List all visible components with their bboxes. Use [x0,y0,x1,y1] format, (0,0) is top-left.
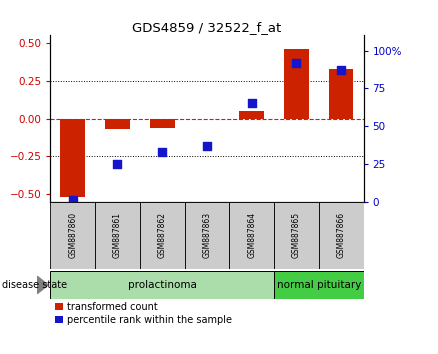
Text: GSM887866: GSM887866 [337,212,346,258]
Bar [150,119,174,128]
Text: GSM887860: GSM887860 [68,212,77,258]
Legend: transformed count, percentile rank within the sample: transformed count, percentile rank withi… [55,302,232,325]
Text: GSM887861: GSM887861 [113,212,122,258]
Bar [140,202,184,269]
Title: GDS4859 / 32522_f_at: GDS4859 / 32522_f_at [132,21,282,34]
Bar [105,119,130,129]
Bar [95,202,140,269]
Point [338,67,345,73]
Text: GSM887865: GSM887865 [292,212,301,258]
Polygon shape [37,276,48,294]
Bar [319,202,364,269]
Bar [50,271,274,299]
Point [159,149,166,155]
Text: prolactinoma: prolactinoma [128,280,197,290]
Point [248,101,255,106]
Bar [50,202,95,269]
Bar [60,119,85,197]
Text: GSM887864: GSM887864 [247,212,256,258]
Bar [184,202,230,269]
Bar [284,49,309,119]
Bar [329,69,353,119]
Point [293,60,300,65]
Bar [230,202,274,269]
Text: normal pituitary: normal pituitary [277,280,361,290]
Text: GSM887862: GSM887862 [158,212,167,258]
Text: GSM887863: GSM887863 [202,212,212,258]
Point [114,161,121,167]
Text: disease state: disease state [2,280,67,290]
Point [69,198,76,203]
Point [203,143,210,149]
Bar [274,271,364,299]
Bar [274,202,319,269]
Bar [240,111,264,119]
